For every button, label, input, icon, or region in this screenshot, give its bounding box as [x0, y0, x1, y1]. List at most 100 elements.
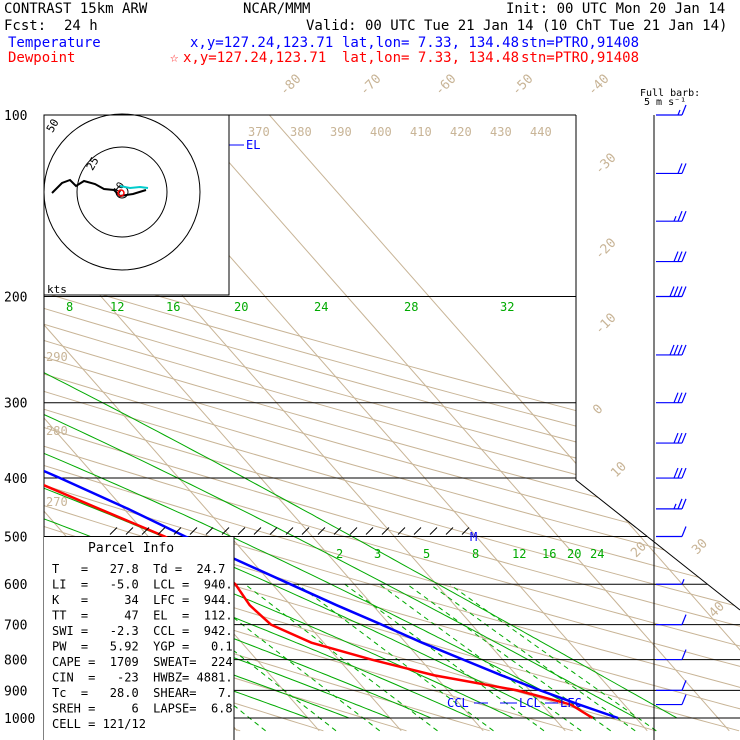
isotherm-line — [44, 115, 402, 732]
mixing-ratio-tick-label: 16 — [542, 547, 556, 561]
dry-adiabat-tick-label: 290 — [46, 350, 68, 364]
wind-barb-half-flag — [681, 579, 685, 585]
header-fcst-value: 24 h — [64, 18, 98, 34]
temperature-legend-latlon: lat,lon= 7.33, 134.48 — [342, 35, 519, 51]
hodograph-frame — [43, 114, 230, 296]
parcel-info-row: CAPE = 1709 SWEAT= 224 — [52, 655, 233, 669]
full-barb-unit: 5 m s⁻¹ — [644, 97, 686, 108]
mixing-ratio-tick-label: 24 — [590, 547, 604, 561]
dewpoint-legend-stn: stn=PTRO,91408 — [521, 50, 639, 66]
dry-adiabat-tick-label: 420 — [450, 125, 472, 139]
parcel-info-title: Parcel Info — [88, 541, 174, 556]
hodograph-ring-50 — [43, 113, 201, 271]
wind-barb-flag — [681, 163, 687, 174]
moist-adiabat-line — [44, 220, 637, 719]
wind-barb-flag — [681, 392, 687, 403]
hatch-mark — [461, 527, 470, 535]
wind-barb-flag — [677, 163, 683, 174]
wind-barb — [656, 392, 687, 404]
wind-barb — [656, 210, 687, 222]
pressure-tick-label: 900 — [4, 684, 27, 699]
dry-adiabat-tick-label: 410 — [410, 125, 432, 139]
dewpoint-legend-latlon: lat,lon= 7.33, 134.48 — [342, 50, 519, 66]
dry-adiabat-tick-label: 280 — [46, 424, 68, 438]
moist-adiabat-line — [44, 220, 350, 719]
hatch-mark — [429, 527, 438, 535]
pressure-tick-label: 600 — [4, 578, 27, 593]
wind-barb — [656, 526, 687, 538]
wind-barb-flag — [681, 614, 687, 625]
wind-barb — [656, 467, 687, 479]
dry-adiabat-line — [44, 115, 407, 732]
parcel-info-row: K = 34 LFC = 944. — [52, 593, 233, 607]
dry-adiabat-line — [44, 115, 740, 732]
m-label: M — [470, 530, 477, 544]
hatch-mark — [237, 527, 246, 535]
header-center: NCAR/MMM — [243, 1, 310, 17]
dewpoint-legend-xy: x,y=127.24,123.71 — [183, 50, 326, 66]
wind-barb-half-flag — [677, 109, 681, 116]
mixing-ratio-line — [449, 583, 657, 732]
parcel-info-row: TT = 47 EL = 112. — [52, 609, 233, 623]
header-valid: Valid: 00 UTC Tue 21 Jan 14 (10 ChT Tue … — [306, 18, 727, 34]
hodograph-marker — [117, 189, 125, 197]
wind-barb-flag — [677, 498, 683, 510]
hodograph-trace-black — [51, 178, 147, 198]
mixing-ratio-line — [244, 583, 438, 732]
moist-adiabat-line — [44, 220, 596, 719]
wind-barb-flag — [677, 210, 683, 222]
annotations: -80 -70 -60 -50 -40 -30 -20 -10 0 10 20 30 40 370 380 3… — [46, 72, 728, 710]
mixing-ratio-tick-label: 2 — [336, 547, 343, 561]
hatch-mark — [397, 527, 406, 535]
wind-barb-flag — [677, 432, 683, 444]
dry-adiabat-line — [44, 115, 740, 732]
parcel-info-frame — [44, 537, 234, 740]
parcel-info-row: SREH = 6 LAPSE= 6.8 — [52, 702, 233, 716]
isotherm-tick-label: 20 — [628, 539, 650, 561]
wind-barb-flag — [681, 680, 687, 691]
wind-barb-flag — [681, 649, 687, 660]
pressure-tick-label: 300 — [4, 397, 27, 412]
hatch-mark — [221, 527, 230, 535]
wind-barb-half-flag — [673, 215, 677, 222]
hatch-mark — [413, 527, 422, 535]
dry-adiabat-line — [44, 115, 740, 732]
wind-barb-flag — [669, 286, 675, 297]
pressure-tick-label: 500 — [4, 530, 27, 545]
isotherm-tick-label: -50 — [509, 72, 536, 99]
moist-adiabat-line — [44, 220, 555, 719]
parcel-info-row: CIN = -23 HWBZ= 4881. — [52, 671, 233, 685]
wind-barb — [656, 286, 687, 298]
wind-barb — [656, 163, 687, 175]
parcel-info-row: CELL = 121/12 — [52, 717, 146, 731]
wind-barb-flag — [677, 286, 683, 297]
mixing-ratio-tick-label: 20 — [567, 547, 581, 561]
wind-barb — [656, 251, 687, 263]
dry-adiabat-line — [44, 115, 740, 732]
el-label: EL — [246, 138, 260, 152]
dry-adiabat-tick-label: 440 — [530, 125, 552, 139]
wind-barb-flag — [681, 286, 687, 297]
wind-barb-flag — [681, 498, 687, 510]
hodograph: 50 25 10 kts — [43, 113, 230, 296]
moist-adiabat-tick-label: 20 — [234, 300, 248, 314]
wind-barbs — [656, 104, 687, 706]
wind-barb — [656, 498, 687, 510]
wind-barb-flag — [677, 251, 683, 262]
dry-adiabat-line — [44, 115, 740, 732]
dry-adiabat-line — [44, 115, 740, 732]
moist-adiabat-tick-label: 12 — [110, 300, 124, 314]
dewpoint-legend-label: Dewpoint — [8, 50, 75, 66]
pressure-tick-label: 100 — [4, 109, 27, 124]
isotherm-tick-label: -10 — [592, 311, 619, 338]
temperature-legend-xy: x,y=127.24,123.71 — [190, 35, 333, 51]
wind-barb — [656, 344, 687, 356]
hodograph-trace-cyan — [119, 185, 149, 190]
hatch-mark — [125, 527, 134, 535]
isotherm-tick-label: 0 — [590, 402, 606, 418]
isotherm-line — [162, 115, 730, 732]
wind-barb-flag — [677, 392, 683, 403]
isotherm-tick-label: 10 — [608, 459, 630, 481]
lfc-label: LFC — [560, 696, 582, 710]
